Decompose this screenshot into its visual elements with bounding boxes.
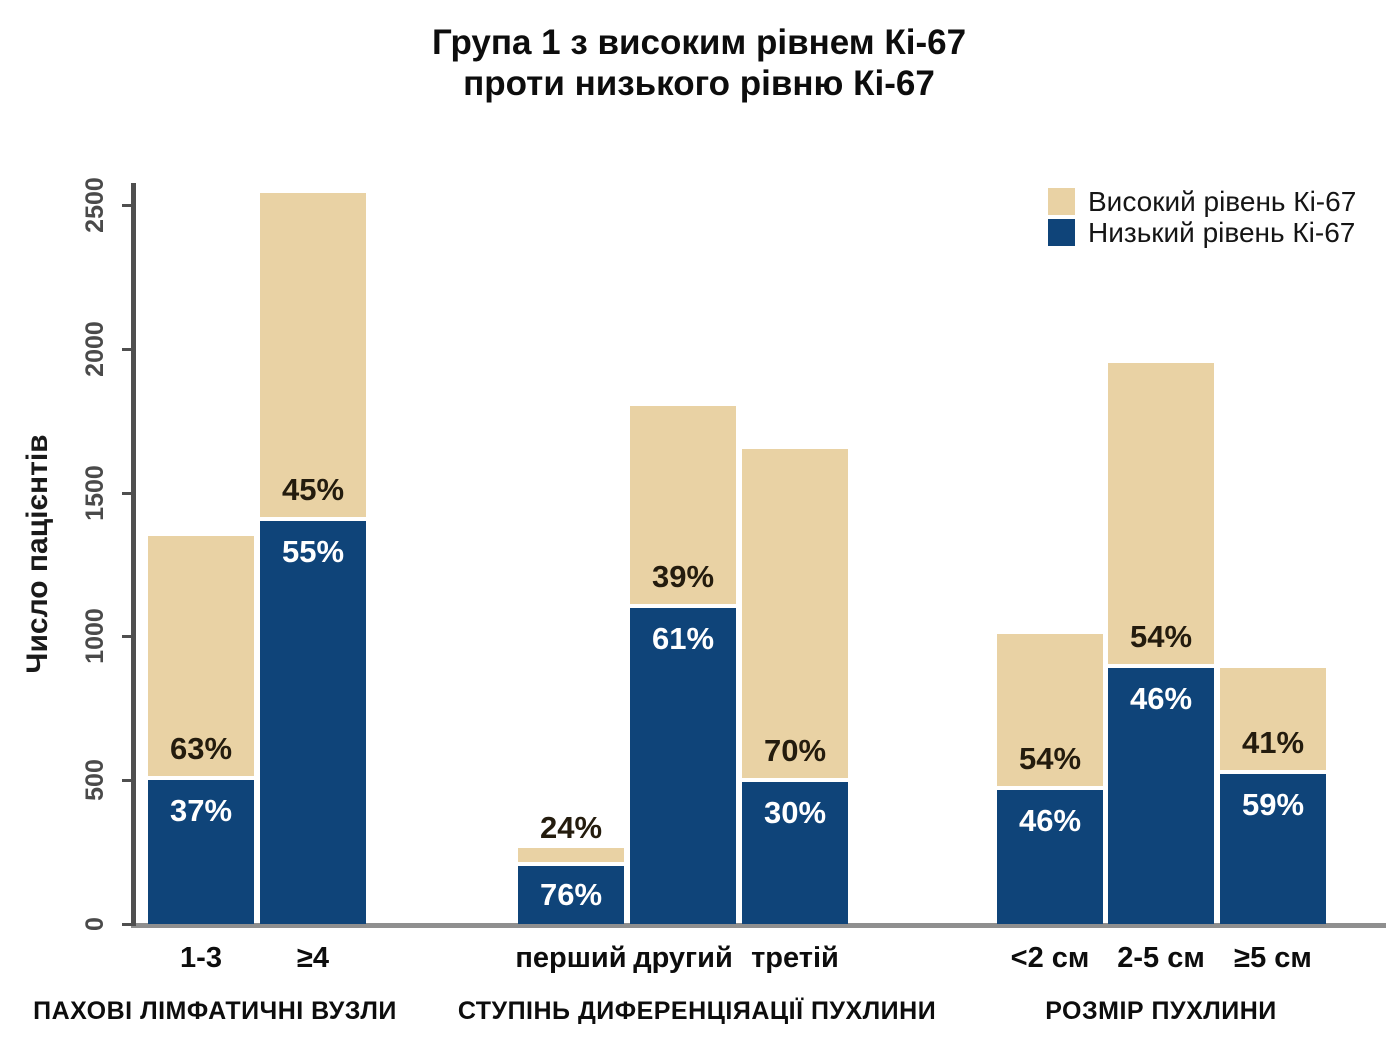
x-axis-baseline — [131, 923, 1386, 928]
bar-segment-high-ki67 — [997, 634, 1103, 786]
pct-label-high: 41% — [1241, 725, 1305, 760]
bar-segment-high-ki67 — [1108, 363, 1214, 664]
bar-segment-low-ki67 — [997, 790, 1103, 924]
pct-label-high: 70% — [763, 733, 827, 768]
group-label: СТУПІНЬ ДИФЕРЕНЦІЯАЦІЇ ПУХЛИНИ — [457, 997, 937, 1025]
category-label: другий — [633, 942, 733, 974]
bar-segment-low-ki67 — [148, 780, 254, 924]
y-axis-title: Число пацієнтів — [21, 434, 54, 674]
stacked-bar-третій — [742, 449, 848, 924]
category-label: третій — [751, 942, 839, 974]
bar-segment-low-ki67 — [260, 521, 366, 924]
bar-segment-low-ki67 — [1220, 774, 1326, 924]
legend-item-low-ki67: Низький рівень Кі-67 — [1048, 217, 1356, 248]
pct-label-high: 24% — [539, 810, 603, 845]
pct-label-low: 37% — [169, 793, 233, 828]
legend-swatch-high-ki67 — [1048, 188, 1075, 215]
pct-label-low: 59% — [1241, 787, 1305, 822]
pct-label-low: 61% — [651, 621, 715, 656]
pct-label-low: 76% — [539, 877, 603, 912]
pct-label-high: 45% — [281, 472, 345, 507]
pct-label-high: 63% — [169, 731, 233, 766]
bar-segment-high-ki67 — [1220, 668, 1326, 770]
stacked-bar-≥4 — [260, 193, 366, 924]
pct-label-high: 39% — [651, 559, 715, 594]
chart-title-line1: Група 1 з високим рівнем Кі-67 — [431, 23, 967, 62]
category-label: 2-5 см — [1117, 942, 1205, 974]
legend-label-low-ki67: Низький рівень Кі-67 — [1088, 216, 1356, 248]
legend-swatch-low-ki67 — [1048, 219, 1075, 246]
y-tick-mark — [122, 492, 136, 495]
stacked-bar-перший — [518, 848, 624, 924]
y-axis-line — [131, 183, 136, 928]
bar-segment-high-ki67 — [148, 536, 254, 776]
bar-segment-high-ki67 — [630, 406, 736, 604]
bar-segment-high-ki67 — [518, 848, 624, 862]
bar-segment-low-ki67 — [518, 866, 624, 924]
pct-label-low: 30% — [763, 795, 827, 830]
y-tick-mark — [122, 204, 136, 207]
category-label: ≥5 см — [1234, 942, 1312, 974]
pct-label-high: 54% — [1129, 619, 1193, 654]
y-tick-mark — [122, 923, 136, 926]
category-label: 1-3 — [180, 942, 222, 974]
y-tick-label: 1000 — [81, 608, 109, 664]
legend: Високий рівень Кі-67 Низький рівень Кі-6… — [1048, 186, 1356, 248]
stacked-bar-2-5 см — [1108, 363, 1214, 924]
y-tick-label: 2500 — [81, 177, 109, 233]
group-label: РОЗМІР ПУХЛИНИ — [1045, 997, 1277, 1025]
y-tick-label: 0 — [81, 917, 109, 931]
pct-label-low: 46% — [1018, 803, 1082, 838]
y-tick-label: 1500 — [81, 465, 109, 521]
stacked-bar-≥5 см — [1220, 668, 1326, 924]
bar-segment-low-ki67 — [1108, 668, 1214, 924]
category-label: ≥4 — [296, 942, 330, 974]
stacked-bar-<2 см — [997, 634, 1103, 924]
y-tick-mark — [122, 635, 136, 638]
category-label: <2 см — [1010, 942, 1090, 974]
stacked-bar-1-3 — [148, 536, 254, 924]
legend-item-high-ki67: Високий рівень Кі-67 — [1048, 186, 1356, 217]
bar-segment-low-ki67 — [742, 782, 848, 924]
legend-label-high-ki67: Високий рівень Кі-67 — [1088, 185, 1357, 217]
y-tick-mark — [122, 779, 136, 782]
y-tick-mark — [122, 348, 136, 351]
category-label: перший — [515, 942, 627, 974]
y-tick-label: 2000 — [81, 321, 109, 377]
pct-label-low: 46% — [1129, 681, 1193, 716]
chart-title: Група 1 з високим рівнем Кі-67 проти низ… — [0, 22, 1398, 105]
bar-segment-low-ki67 — [630, 608, 736, 924]
pct-label-low: 55% — [281, 534, 345, 569]
chart-title-line2: проти низького рівню Кі-67 — [463, 64, 935, 104]
y-tick-label: 500 — [81, 759, 109, 801]
bar-segment-high-ki67 — [260, 193, 366, 517]
group-label: ПАХОВІ ЛІМФАТИЧНІ ВУЗЛИ — [33, 997, 397, 1025]
pct-label-high: 54% — [1018, 741, 1082, 776]
stacked-bar-другий — [630, 406, 736, 924]
bar-segment-high-ki67 — [742, 449, 848, 778]
